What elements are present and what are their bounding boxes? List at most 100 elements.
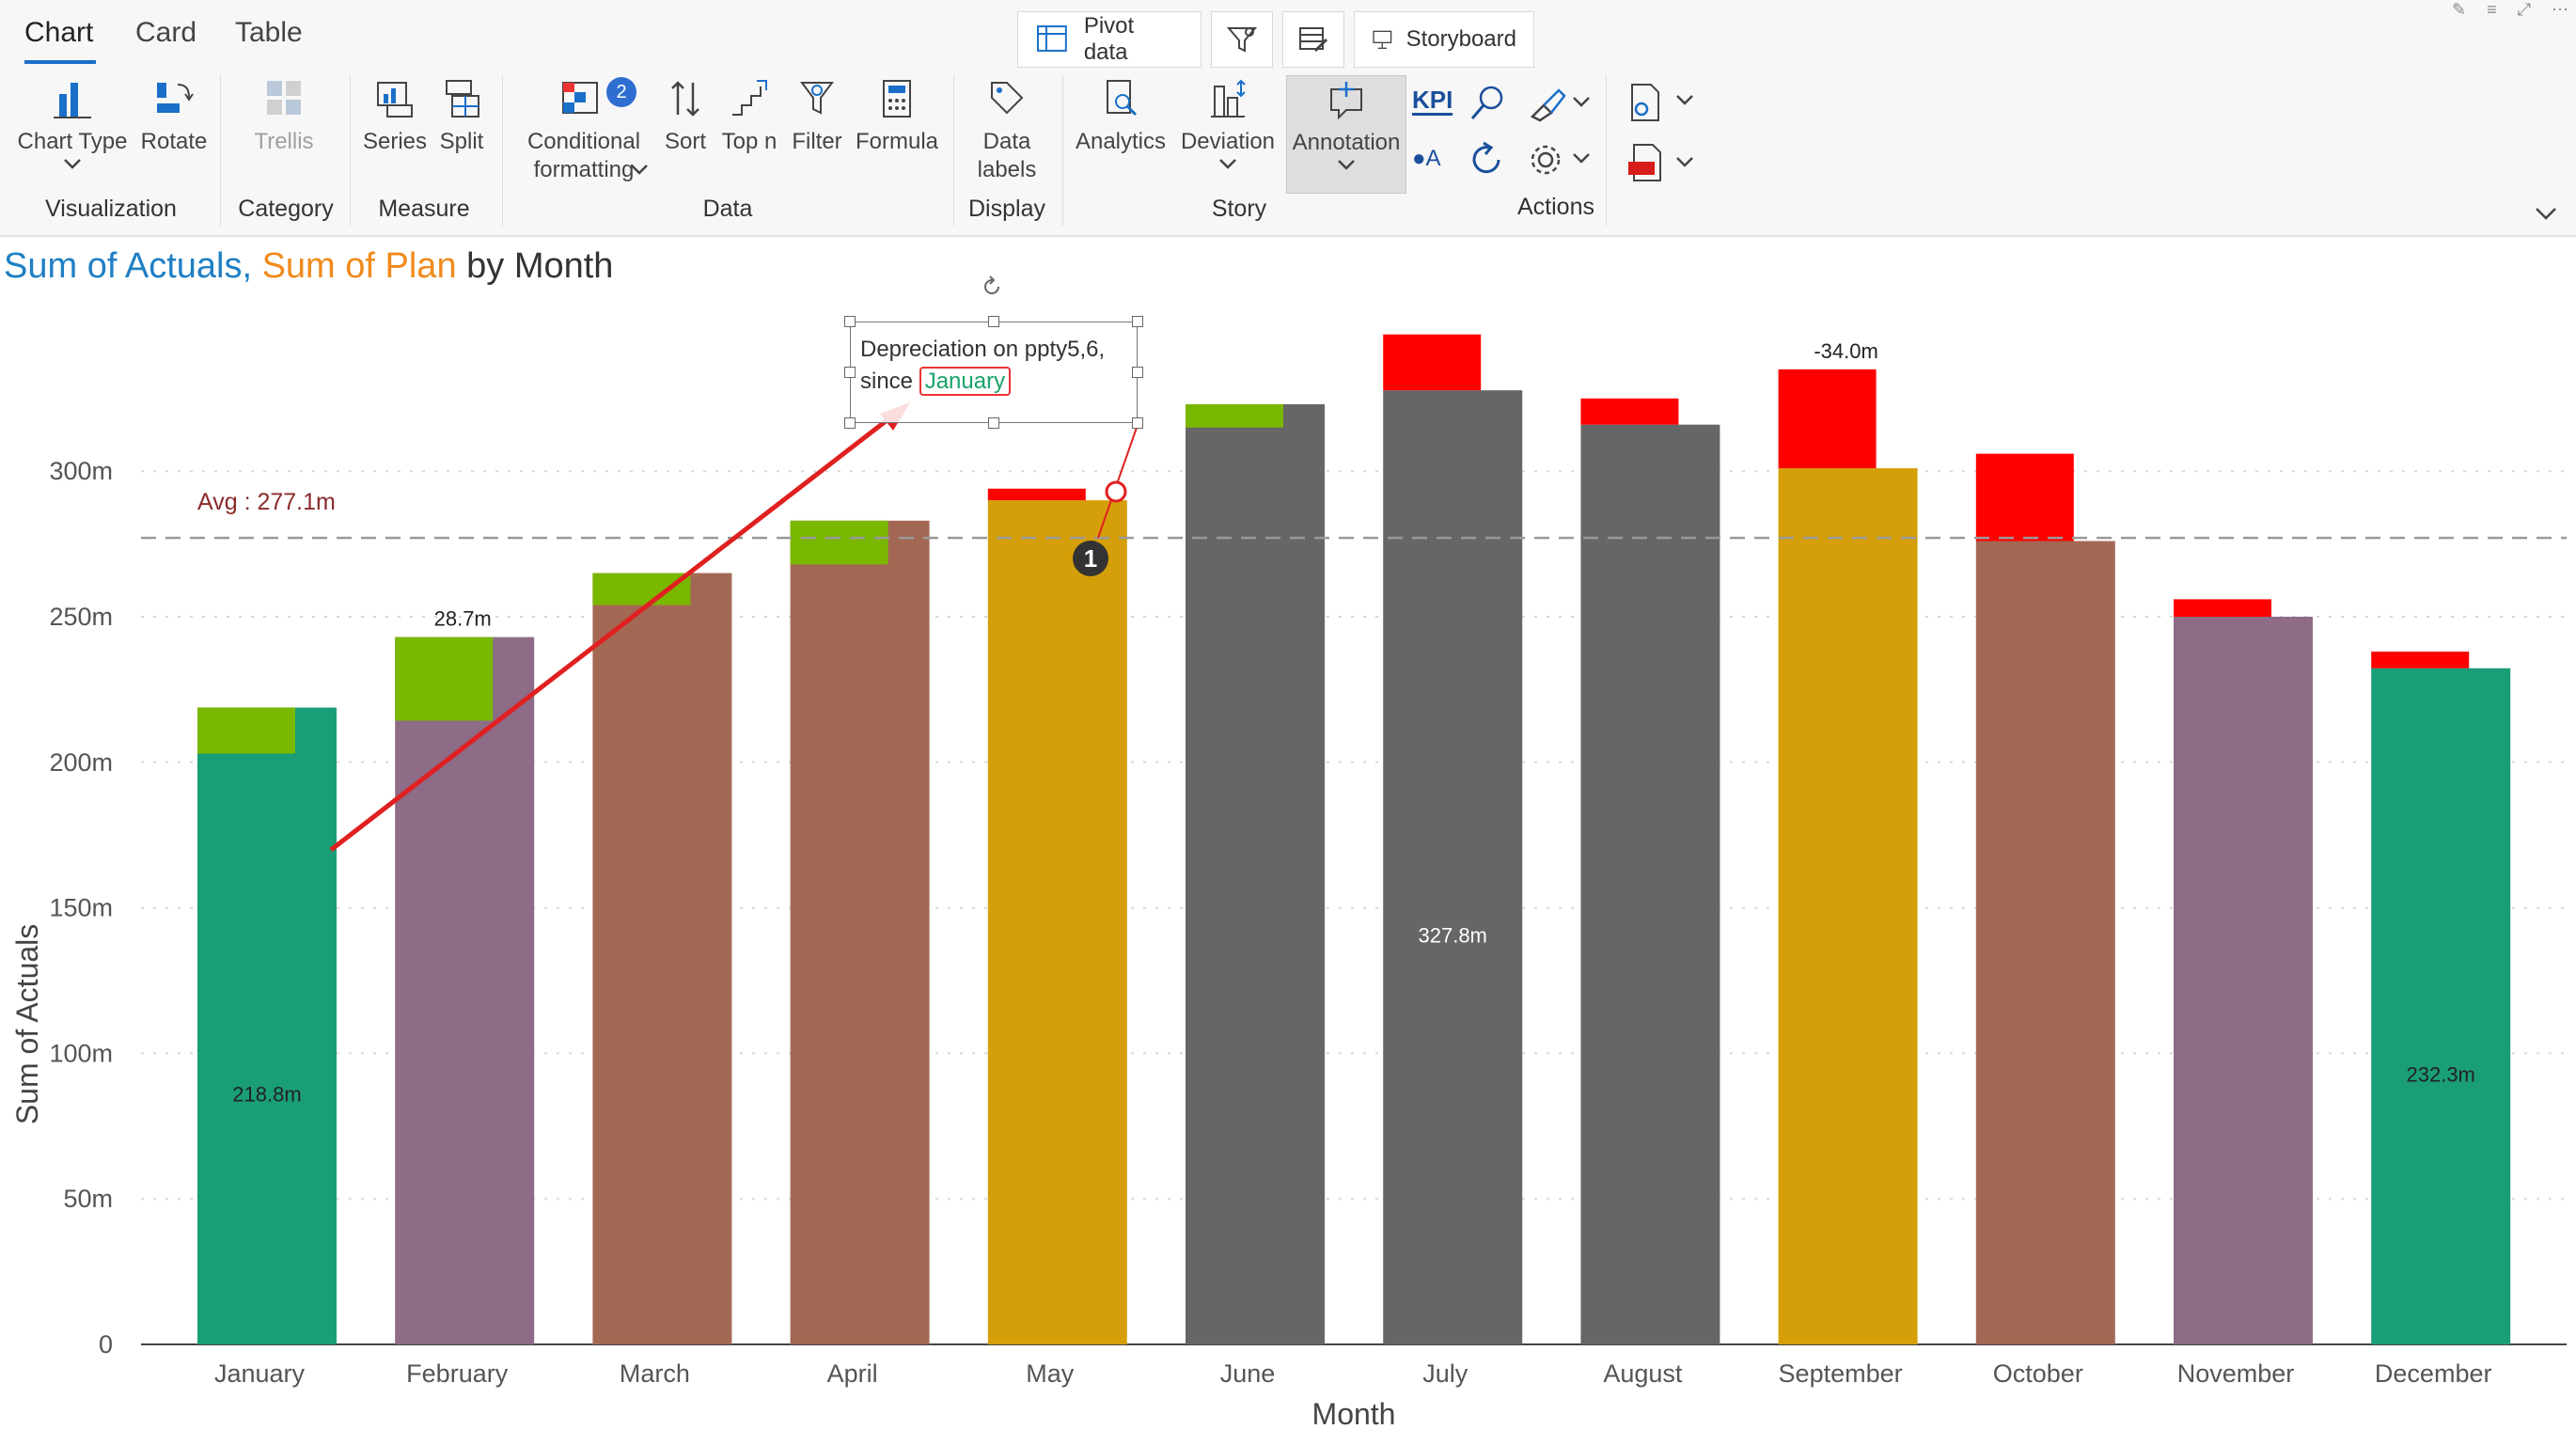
annotation-since: since — [860, 369, 914, 394]
bar-variance — [592, 573, 691, 605]
storyboard-button[interactable]: Storyboard — [1354, 11, 1534, 68]
x-tick-label: July — [1422, 1359, 1469, 1388]
annotation-textbox[interactable]: Depreciation on ppty5,6, since January — [850, 322, 1138, 423]
chevron-down-icon[interactable] — [1570, 94, 1593, 111]
split-button[interactable]: Split — [431, 77, 493, 156]
formula-button[interactable]: Formula — [850, 77, 944, 156]
annotation-icon — [1330, 82, 1362, 120]
bar-actual — [1580, 424, 1720, 1344]
chart-title: Sum of Actuals, Sum of Plan by Month — [4, 246, 613, 287]
table-edit-button[interactable] — [1282, 11, 1344, 68]
more-icon[interactable]: ⋯ — [2552, 0, 2568, 19]
annotation-button[interactable]: Annotation — [1286, 75, 1406, 194]
tab-card[interactable]: Card — [135, 17, 197, 48]
y-tick-label: 0 — [99, 1330, 113, 1359]
data-label: 232.3m — [2407, 1062, 2475, 1086]
storyboard-label: Storyboard — [1406, 26, 1516, 52]
bar-actual — [395, 636, 535, 1344]
bar-actual — [2371, 668, 2511, 1344]
annotation-marker-number: 1 — [1084, 544, 1097, 573]
y-tick-label: 200m — [49, 748, 113, 777]
series-icon — [377, 82, 413, 118]
annotation-highlight[interactable]: January — [919, 367, 1012, 396]
chevron-down-icon[interactable] — [628, 162, 651, 179]
data-label: 327.8m — [1419, 924, 1487, 948]
tag-icon — [991, 82, 1024, 115]
chevron-down-icon[interactable] — [1673, 154, 1696, 171]
annotation-arrow — [329, 410, 900, 852]
bar-variance — [1383, 334, 1482, 391]
gear-icon[interactable] — [1525, 139, 1566, 181]
filter-button[interactable]: Filter — [786, 77, 848, 156]
resize-handle[interactable] — [844, 316, 856, 327]
y-tick-label: 300m — [49, 457, 113, 485]
annotation-line-1: Depreciation on ppty5,6, — [860, 337, 1106, 362]
data-label: 28.7m — [434, 607, 492, 631]
y-tick-label: 250m — [49, 603, 113, 631]
x-tick-label: November — [2177, 1359, 2295, 1388]
tab-chart[interactable]: Chart — [24, 17, 94, 48]
chart-type-label: Chart Type — [17, 129, 128, 154]
resize-handle[interactable] — [844, 417, 856, 429]
y-tick-label: 150m — [49, 894, 113, 922]
conditional-formatting-label-2: formatting — [533, 157, 635, 182]
chart-type-button[interactable]: Chart Type — [17, 77, 128, 181]
conditional-formatting-button[interactable]: Conditional formatting — [513, 77, 654, 184]
resize-handle[interactable] — [1132, 417, 1143, 429]
filter-settings-button[interactable] — [1211, 11, 1273, 68]
data-labels-label-1: Data — [982, 129, 1031, 154]
search-icon[interactable] — [1467, 83, 1508, 124]
resize-handle[interactable] — [1132, 316, 1143, 327]
pivot-data-icon — [1036, 25, 1067, 52]
split-icon — [446, 80, 479, 118]
rotate-handle-icon[interactable] — [980, 275, 1004, 299]
annotation-line-2: since January — [860, 366, 1137, 398]
formula-label: Formula — [855, 129, 939, 154]
analytics-button[interactable]: Analytics — [1072, 77, 1170, 156]
oa-button[interactable]: ●A — [1412, 146, 1441, 171]
pivot-data-button[interactable]: Pivot data — [1017, 11, 1202, 68]
bar-variance — [790, 520, 888, 565]
pdf-icon[interactable] — [1625, 141, 1666, 184]
expand-icon[interactable]: ⤢ — [2517, 0, 2531, 19]
tab-table[interactable]: Table — [235, 17, 303, 48]
pivot-data-label: Pivot data — [1083, 13, 1135, 65]
refresh-icon[interactable] — [1467, 139, 1508, 181]
series-label: Series — [362, 129, 428, 154]
top-n-label: Top n — [721, 129, 778, 154]
filter-label: Filter — [792, 129, 842, 154]
bar-actual — [592, 573, 732, 1344]
data-labels-button[interactable]: Data labels — [963, 77, 1051, 184]
trellis-button[interactable]: Trellis — [239, 77, 329, 156]
data-label: -34.0m — [1814, 339, 1877, 363]
sort-icon — [671, 81, 699, 117]
sort-button[interactable]: Sort — [658, 77, 713, 156]
top-n-button[interactable]: Top n — [713, 77, 786, 156]
deviation-button[interactable]: Deviation — [1175, 77, 1280, 181]
trellis-label: Trellis — [254, 129, 314, 154]
bar-variance — [2371, 652, 2470, 668]
resize-handle[interactable] — [988, 316, 999, 327]
bar-actual — [790, 520, 930, 1344]
paint-brush-icon[interactable] — [1525, 83, 1568, 124]
pin-icon[interactable]: ✎ — [2451, 0, 2467, 19]
resize-handle[interactable] — [1132, 367, 1143, 378]
group-visualization: Visualization — [45, 196, 177, 222]
chevron-down-icon[interactable] — [1673, 92, 1696, 109]
rotate-label: Rotate — [140, 129, 208, 154]
resize-handle[interactable] — [988, 417, 999, 429]
resize-handle[interactable] — [844, 367, 856, 378]
x-tick-label: January — [214, 1359, 306, 1388]
annotation-label: Annotation — [1292, 130, 1401, 155]
rotate-button[interactable]: Rotate — [137, 77, 211, 156]
x-tick-label: April — [827, 1359, 878, 1388]
export-settings-icon[interactable] — [1625, 81, 1666, 124]
separator — [1606, 75, 1607, 226]
kpi-button[interactable]: KPI — [1412, 86, 1453, 116]
collapse-ribbon-icon[interactable] — [2533, 205, 2559, 224]
chevron-down-icon — [64, 159, 81, 169]
filter-settings-icon — [1226, 27, 1258, 53]
chevron-down-icon[interactable] — [1570, 150, 1593, 167]
filter-icon[interactable]: ≡ — [2487, 0, 2497, 19]
series-button[interactable]: Series — [361, 77, 429, 156]
